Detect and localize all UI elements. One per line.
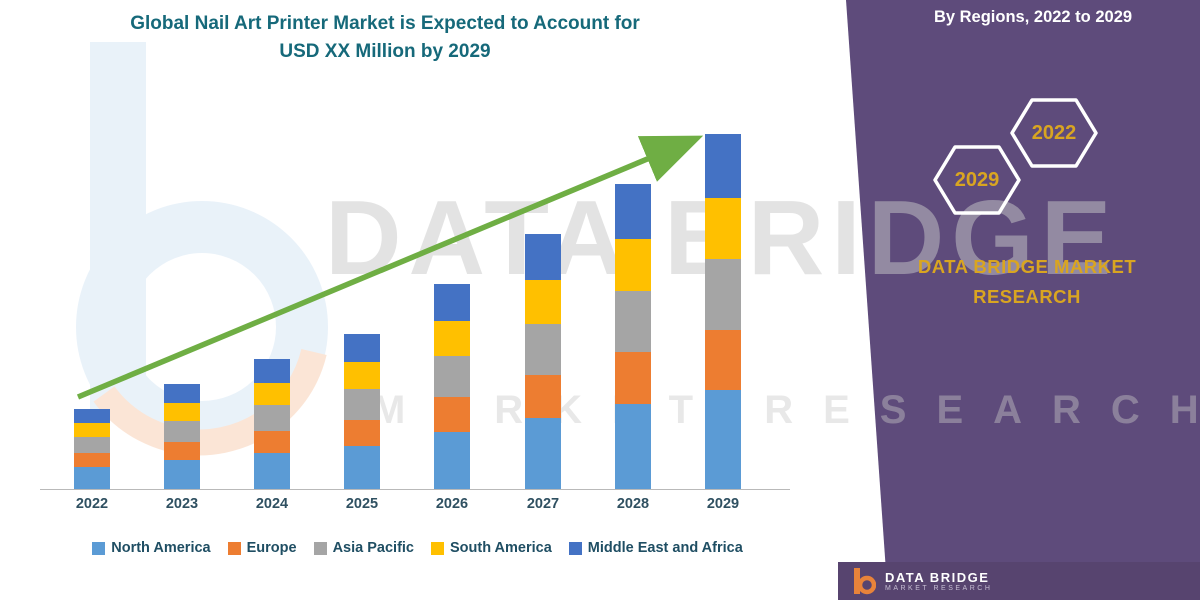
legend-item: North America bbox=[92, 540, 211, 556]
legend-swatch bbox=[92, 541, 106, 555]
x-axis-label: 2026 bbox=[435, 496, 469, 512]
bar-segment-south-america bbox=[705, 198, 741, 259]
bar-segment-middle-east-and-africa bbox=[525, 234, 561, 280]
stacked-bar-plot: 2022 2023 2024 2025 2026 2027 2028 2029 bbox=[40, 100, 790, 512]
footer-brand-strip: DATA BRIDGE MARKET RESEARCH bbox=[838, 562, 1200, 600]
legend-item: Europe bbox=[227, 540, 297, 556]
legend-label: South America bbox=[450, 540, 552, 556]
legend-item: Asia Pacific bbox=[313, 540, 414, 556]
bar-segment-south-america bbox=[615, 239, 651, 291]
legend-label: Europe bbox=[246, 540, 297, 556]
panel-brand-line1: DATA BRIDGE MARKET bbox=[917, 256, 1137, 277]
bar-segment-north-america bbox=[74, 467, 110, 489]
side-panel-background bbox=[846, 0, 1200, 600]
bar-segment-europe bbox=[434, 397, 470, 432]
x-axis-label: 2029 bbox=[706, 496, 740, 512]
legend-label: Asia Pacific bbox=[332, 540, 414, 556]
hexagon-outline-icon bbox=[933, 145, 1021, 215]
legend-swatch bbox=[568, 541, 582, 555]
bar-segment-middle-east-and-africa bbox=[164, 384, 200, 403]
bar-segment-europe bbox=[705, 330, 741, 390]
bar-segment-north-america bbox=[164, 460, 200, 489]
bar-segment-south-america bbox=[344, 362, 380, 389]
bar-segment-south-america bbox=[164, 403, 200, 421]
bar-segment-middle-east-and-africa bbox=[254, 359, 290, 383]
bar-segment-europe bbox=[615, 352, 651, 404]
x-axis-label: 2024 bbox=[255, 496, 289, 512]
bar-segment-north-america bbox=[254, 453, 290, 489]
bar-segment-south-america bbox=[74, 423, 110, 437]
bar-segment-middle-east-and-africa bbox=[705, 134, 741, 198]
panel-header: By Regions, 2022 to 2029 bbox=[933, 8, 1133, 26]
bar-segment-asia-pacific bbox=[254, 405, 290, 431]
bar-segment-middle-east-and-africa bbox=[434, 284, 470, 321]
bar-segment-europe bbox=[525, 375, 561, 418]
chart-title-line2: USD XX Million by 2029 bbox=[279, 40, 491, 62]
bar-segment-north-america bbox=[705, 390, 741, 489]
legend-swatch bbox=[227, 541, 241, 555]
bar-segment-north-america bbox=[434, 432, 470, 489]
bar-segment-north-america bbox=[615, 404, 651, 489]
bar-segment-asia-pacific bbox=[705, 259, 741, 330]
footer-b-logo-icon bbox=[854, 568, 876, 595]
bar-segment-north-america bbox=[525, 418, 561, 489]
legend-item: South America bbox=[431, 540, 552, 556]
legend-label: Middle East and Africa bbox=[587, 540, 743, 556]
bar-segment-europe bbox=[254, 431, 290, 453]
bar-segment-middle-east-and-africa bbox=[74, 409, 110, 423]
legend-swatch bbox=[313, 541, 327, 555]
hexagon-2029: 2029 bbox=[931, 143, 1023, 217]
bar-segment-asia-pacific bbox=[164, 421, 200, 442]
bar-segment-asia-pacific bbox=[434, 356, 470, 397]
bar-segment-south-america bbox=[254, 383, 290, 405]
bar-segment-asia-pacific bbox=[615, 291, 651, 352]
x-axis-label: 2025 bbox=[345, 496, 379, 512]
x-axis-label: 2023 bbox=[165, 496, 199, 512]
hexagon-2022: 2022 bbox=[1008, 96, 1100, 170]
bar-segment-north-america bbox=[344, 446, 380, 489]
x-axis-label: 2028 bbox=[616, 496, 650, 512]
footer-brand-sub: MARKET RESEARCH bbox=[885, 585, 993, 592]
footer-brand-text: DATA BRIDGE MARKET RESEARCH bbox=[885, 570, 992, 592]
legend-label: North America bbox=[111, 540, 211, 556]
side-panel: By Regions, 2022 to 2029 2029 2022 DATA … bbox=[836, 0, 1200, 600]
bar-segment-middle-east-and-africa bbox=[615, 184, 651, 239]
bar-segment-europe bbox=[344, 420, 380, 446]
bar-segment-asia-pacific bbox=[74, 437, 110, 453]
x-axis-label: 2022 bbox=[75, 496, 109, 512]
hexagon-year-label: 2022 bbox=[1031, 121, 1077, 144]
x-axis-label: 2027 bbox=[526, 496, 560, 512]
chart-legend: North America Europe Asia Pacific South Ame… bbox=[30, 540, 805, 556]
footer-brand-name: DATA BRIDGE bbox=[885, 570, 990, 585]
hexagon-year-label: 2029 bbox=[954, 168, 1000, 191]
bar-segment-asia-pacific bbox=[525, 324, 561, 375]
legend-swatch bbox=[431, 541, 444, 555]
bar-segment-south-america bbox=[525, 280, 561, 324]
chart-title: Global Nail Art Printer Market is Expect… bbox=[90, 10, 680, 65]
hexagon-outline-icon bbox=[1010, 98, 1098, 168]
bar-segment-middle-east-and-africa bbox=[344, 334, 380, 362]
panel-brand-text: DATA BRIDGE MARKET RESEARCH bbox=[866, 252, 1188, 311]
bar-segment-europe bbox=[74, 453, 110, 467]
panel-brand-line2: RESEARCH bbox=[973, 285, 1081, 307]
bar-segment-asia-pacific bbox=[344, 389, 380, 420]
bar-segment-europe bbox=[164, 442, 200, 460]
chart-title-line1: Global Nail Art Printer Market is Expect… bbox=[130, 13, 640, 34]
legend-item: Middle East and Africa bbox=[568, 540, 743, 556]
bar-segment-south-america bbox=[434, 321, 470, 356]
